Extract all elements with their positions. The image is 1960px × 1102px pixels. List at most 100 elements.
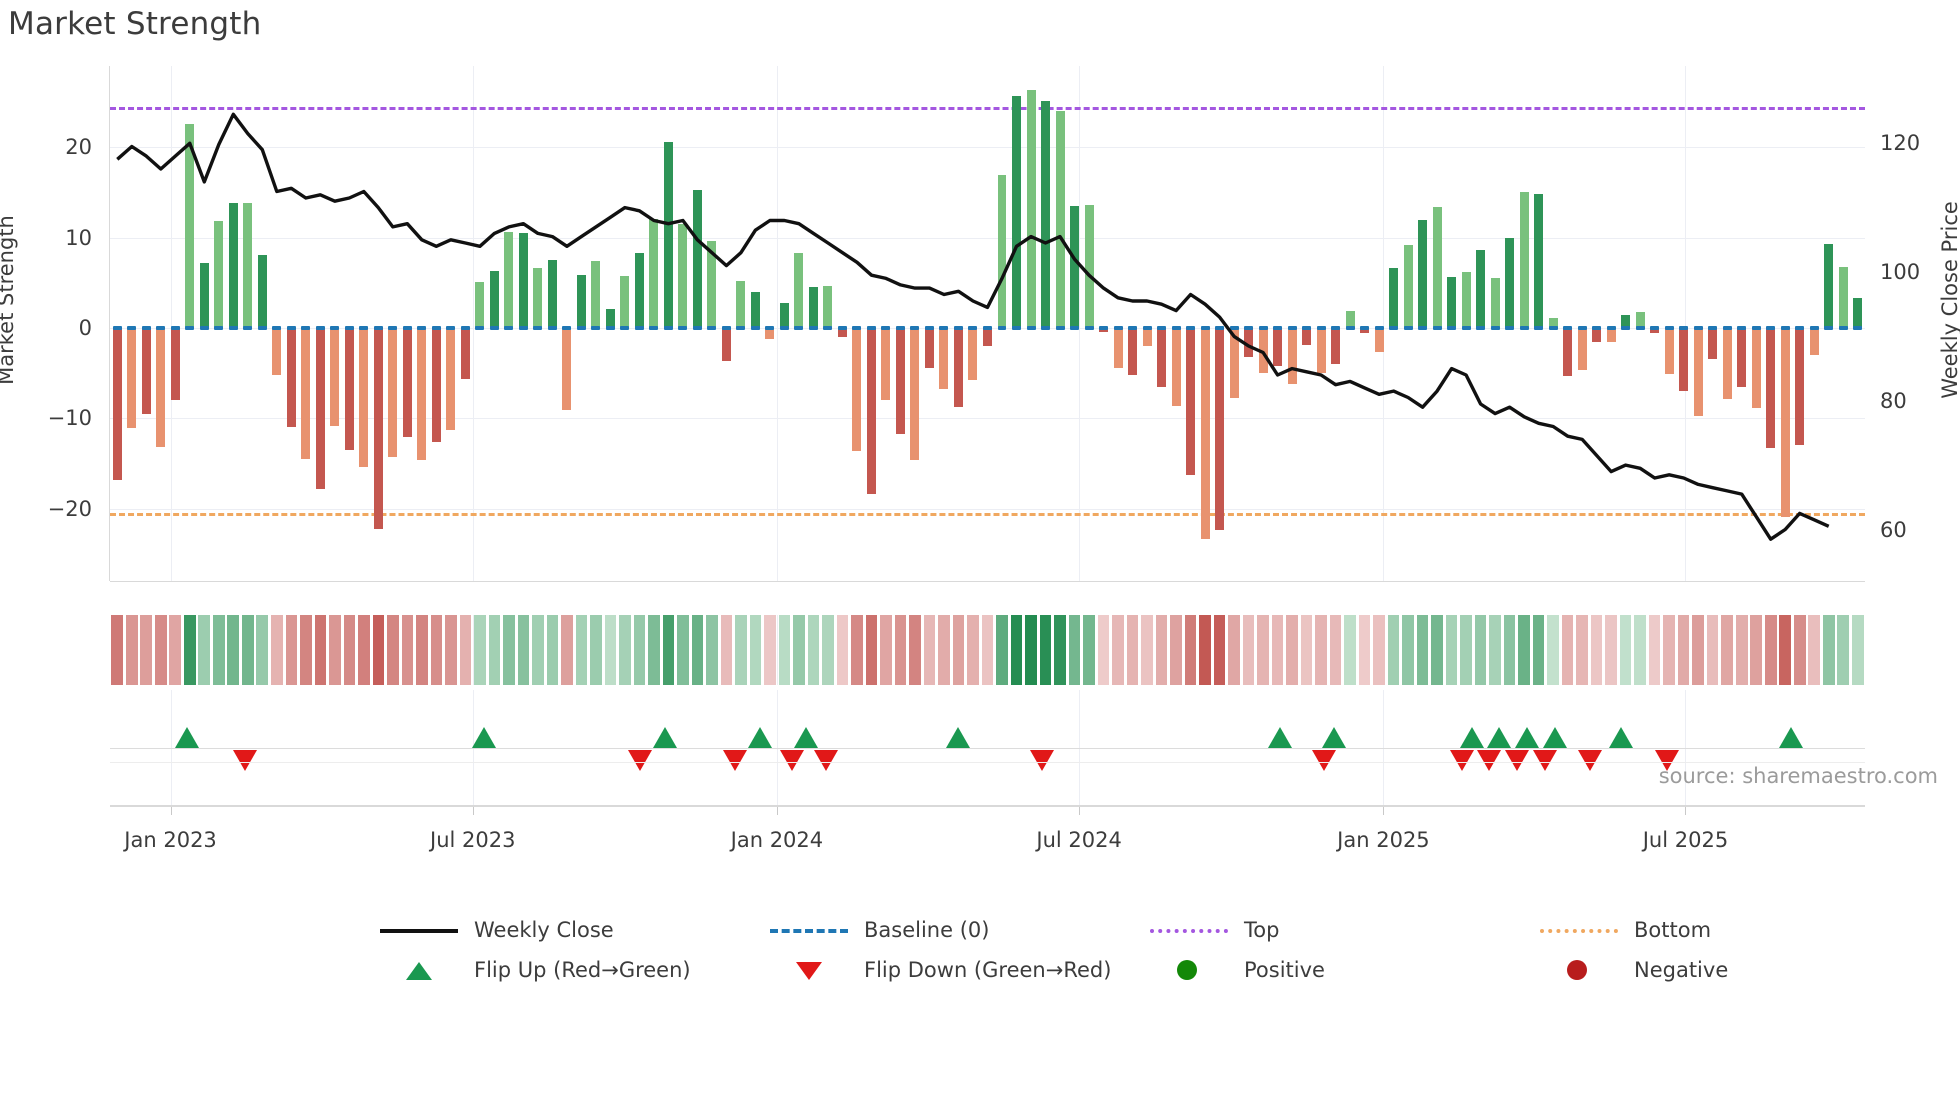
baseline-segment (214, 326, 224, 331)
flip-down-marker (1476, 750, 1501, 771)
baseline-segment (1171, 326, 1181, 331)
heatmap-cell (285, 615, 298, 685)
strength-bar (750, 291, 760, 328)
baseline-segment (1461, 326, 1471, 331)
legend-item[interactable]: Flip Up (Red→Green) (380, 955, 691, 985)
heatmap-cell (1605, 615, 1617, 685)
strength-bar (185, 123, 195, 328)
baseline-segment (1026, 326, 1036, 331)
baseline-segment (127, 326, 137, 331)
flip-up-marker (174, 727, 199, 748)
strength-bar (1592, 328, 1602, 342)
baseline-segment (489, 326, 499, 331)
baseline-segment (388, 326, 398, 331)
heatmap-cell (445, 615, 457, 685)
legend-item[interactable]: Positive (1150, 955, 1325, 985)
strength-bar (301, 328, 311, 460)
strength-bar (1737, 328, 1747, 387)
baseline-segment (852, 326, 862, 331)
legend-item[interactable]: Weekly Close (380, 915, 614, 945)
strength-bar (1403, 244, 1413, 328)
strength-bar (605, 309, 615, 328)
strength-bar (1548, 318, 1558, 329)
x-axis-tick-label: Jan 2023 (124, 828, 217, 852)
baseline-segment (1316, 326, 1326, 331)
heatmap-cell (981, 615, 994, 685)
heatmap-cell (270, 615, 283, 685)
baseline-segment (344, 326, 354, 331)
vertical-gridline (1383, 690, 1385, 805)
baseline-segment (939, 326, 949, 331)
heatmap-cell (1242, 615, 1255, 685)
heatmap-cell (1025, 615, 1037, 685)
strength-bar (272, 328, 282, 375)
strength-bar (141, 328, 151, 414)
baseline-segment (1548, 326, 1558, 331)
heatmap-cell (822, 615, 834, 685)
legend-item[interactable]: Bottom (1540, 915, 1711, 945)
legend-key (1150, 919, 1228, 941)
baseline-segment (504, 326, 514, 331)
baseline-segment (663, 326, 673, 331)
strength-bar (794, 253, 804, 328)
heatmap-cell (1402, 615, 1414, 685)
y-axis-left-tick: −10 (47, 406, 92, 431)
strength-bar (1664, 328, 1674, 375)
strength-bar (1244, 328, 1254, 357)
baseline-segment (1505, 326, 1515, 331)
heatmap-cell (749, 615, 762, 685)
heatmap-cell (140, 615, 153, 685)
strength-bar (286, 328, 296, 428)
flip-up-marker (1514, 727, 1539, 748)
baseline-segment (533, 326, 543, 331)
strength-bar (1461, 272, 1471, 329)
legend-key (1540, 919, 1618, 941)
baseline-segment (620, 326, 630, 331)
baseline-segment (1258, 326, 1268, 331)
strength-bar (1389, 268, 1399, 328)
strength-bar (1200, 328, 1210, 539)
strength-bar (1345, 310, 1355, 328)
heatmap-cell (1648, 615, 1661, 685)
legend-item[interactable]: Flip Down (Green→Red) (770, 955, 1111, 985)
baseline-segment (779, 326, 789, 331)
baseline-segment (1200, 326, 1210, 331)
baseline-segment (634, 326, 644, 331)
legend-item[interactable]: Top (1150, 915, 1279, 945)
heatmap-cell (1431, 615, 1443, 685)
baseline-segment (518, 326, 528, 331)
legend-item[interactable]: Baseline (0) (770, 915, 989, 945)
strength-bar (460, 328, 470, 379)
heatmap-cell (648, 615, 660, 685)
baseline-segment (1679, 326, 1689, 331)
heatmap-cell (1721, 615, 1733, 685)
vertical-gridline (1685, 66, 1687, 581)
strength-bar (1142, 328, 1152, 347)
legend-label: Negative (1634, 958, 1729, 982)
legend-dashed-line-icon (770, 929, 848, 933)
strength-bar (983, 328, 992, 347)
strength-bar (1157, 328, 1167, 387)
heatmap-cell (1054, 615, 1066, 685)
heatmap-cell (1706, 615, 1719, 685)
baseline-segment (1287, 326, 1297, 331)
y-axis-right-label: Weekly Close Price (1938, 201, 1960, 399)
flip-up-marker (793, 727, 818, 748)
baseline-segment (1157, 326, 1167, 331)
strength-bar (1331, 328, 1341, 365)
baseline-segment (895, 326, 905, 331)
main-plot-area (109, 66, 1865, 582)
flip-up-marker (1543, 727, 1568, 748)
flip-up-marker (748, 727, 773, 748)
x-axis-tick-mark (1685, 806, 1687, 815)
heatmap-cell (1097, 615, 1110, 685)
heatmap-cell (706, 615, 718, 685)
vertical-gridline (1079, 66, 1081, 581)
strength-bar (779, 302, 789, 329)
baseline-segment (1273, 326, 1283, 331)
strength-bar (1287, 328, 1297, 385)
heatmap-cell (1315, 615, 1327, 685)
baseline-segment (910, 326, 920, 331)
strength-bar (330, 328, 340, 427)
legend-item[interactable]: Negative (1540, 955, 1728, 985)
